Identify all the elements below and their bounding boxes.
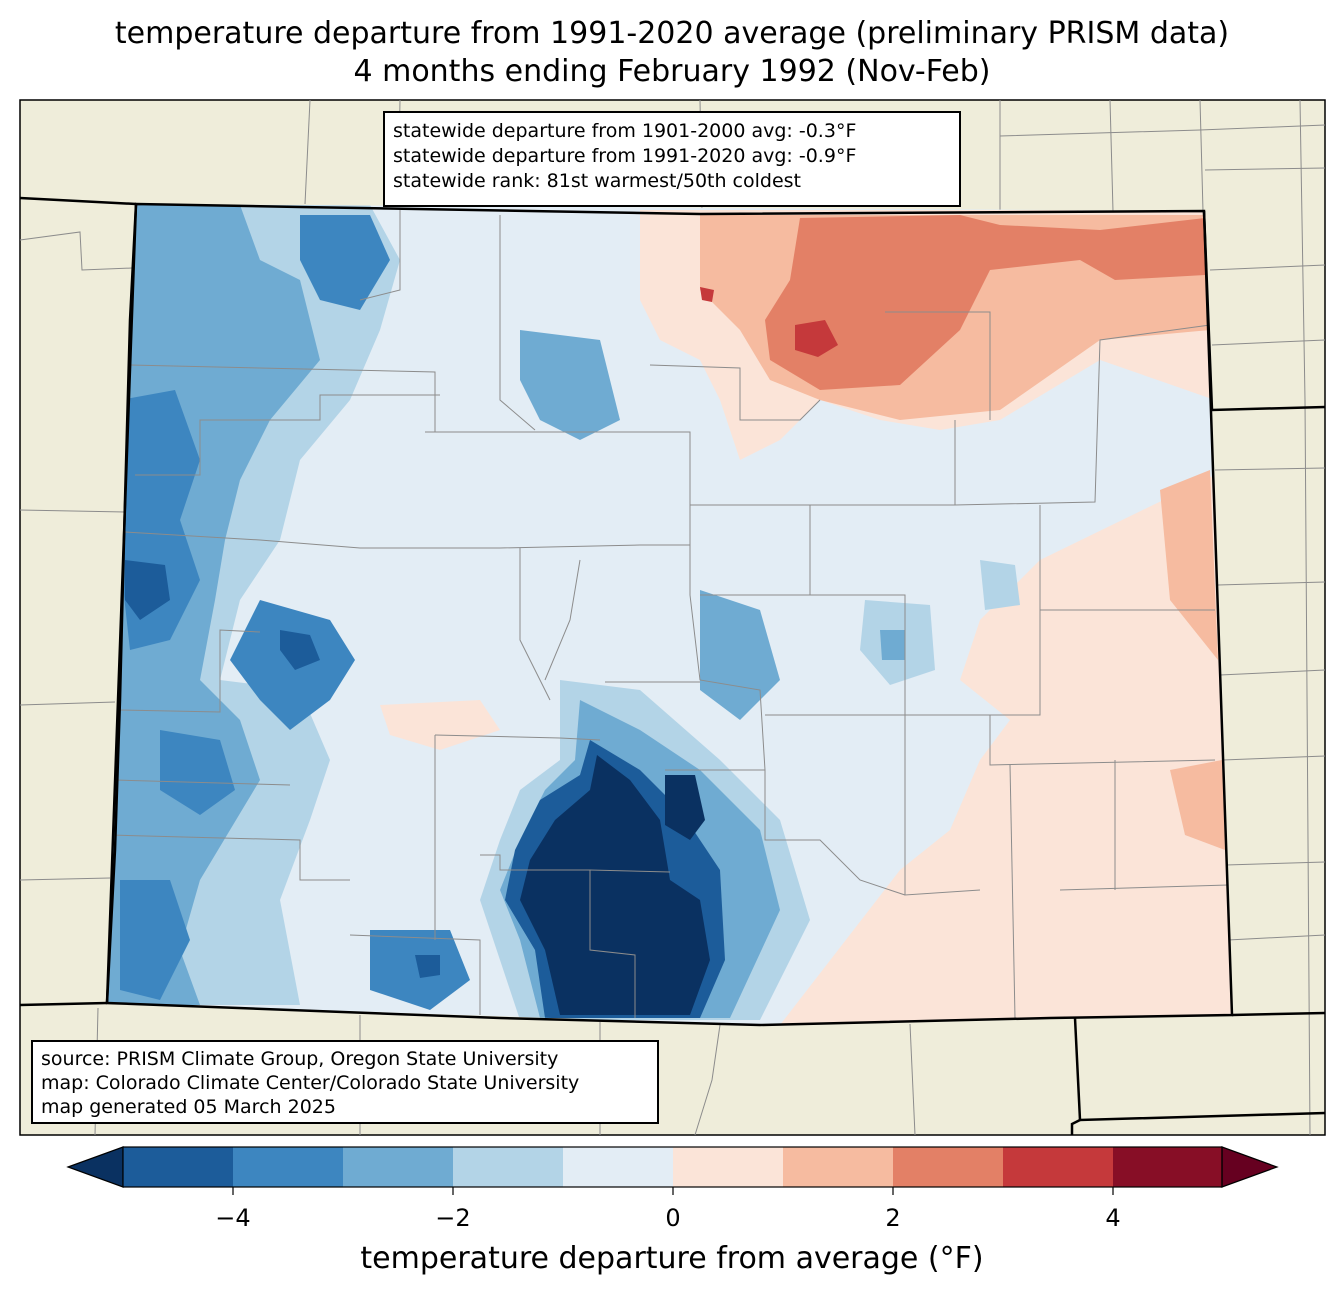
state-borders — [19, 196, 1326, 1135]
colorbar-extend-high — [1221, 1146, 1279, 1188]
stats-line2: statewide departure from 1991-2020 avg: … — [393, 145, 857, 167]
colorbar-tick-label: −2 — [435, 1204, 471, 1232]
colorbar-tick-label: 2 — [885, 1204, 901, 1232]
source-box: source: PRISM Climate Group, Oregon Stat… — [31, 1040, 659, 1124]
colorbar-extend-low — [66, 1146, 124, 1188]
source-line2: map: Colorado Climate Center/Colorado St… — [41, 1072, 580, 1094]
colorbar — [66, 1146, 1279, 1195]
colorbar-tick-label: 4 — [1105, 1204, 1121, 1232]
source-line1: source: PRISM Climate Group, Oregon Stat… — [41, 1048, 559, 1070]
colorado-border — [105, 202, 1234, 1027]
colorbar-tick-label: 0 — [665, 1204, 681, 1232]
source-line3: map generated 05 March 2025 — [41, 1096, 336, 1118]
colorbar-label: temperature departure from average (°F) — [360, 1241, 984, 1276]
stats-line3: statewide rank: 81st warmest/50th coldes… — [393, 170, 802, 192]
colorado-county-lines — [109, 210, 1231, 1019]
statewide-stats-box: statewide departure from 1901-2000 avg: … — [383, 111, 961, 207]
colorbar-tick-label: −4 — [215, 1204, 251, 1232]
map-title-line1: temperature departure from 1991-2020 ave… — [114, 16, 1230, 51]
temperature-field — [107, 204, 1232, 1025]
map-title-line2: 4 months ending February 1992 (Nov-Feb) — [353, 54, 991, 89]
stats-line1: statewide departure from 1901-2000 avg: … — [393, 120, 857, 142]
